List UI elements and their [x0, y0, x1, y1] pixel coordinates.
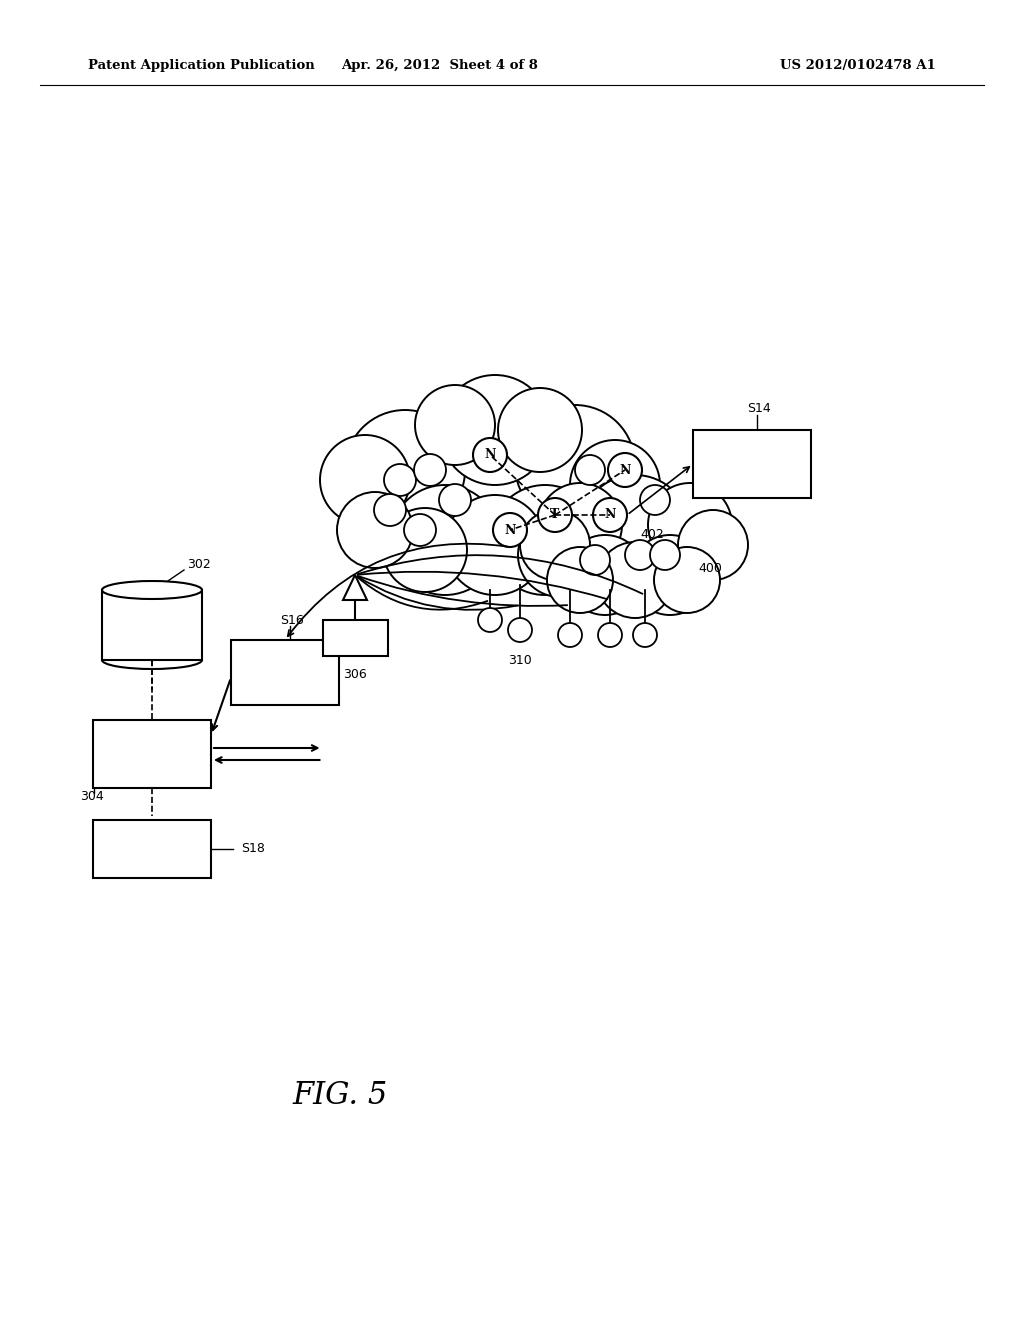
- Circle shape: [597, 543, 673, 618]
- Text: UPDATE
COOPERATION
ANSWER: UPDATE COOPERATION ANSWER: [713, 447, 792, 480]
- Circle shape: [650, 540, 680, 570]
- Bar: [93, 719, 211, 788]
- Circle shape: [593, 498, 627, 532]
- Circle shape: [678, 510, 748, 579]
- Circle shape: [345, 411, 465, 531]
- Circle shape: [478, 609, 502, 632]
- Circle shape: [640, 484, 670, 515]
- Bar: [93, 820, 211, 878]
- Bar: [102, 590, 202, 660]
- Circle shape: [440, 375, 550, 484]
- Text: Patent Application Publication: Patent Application Publication: [88, 58, 314, 71]
- Text: COLLECTIVE
UPDATE
ANSWER: COLLECTIVE UPDATE ANSWER: [252, 656, 318, 689]
- Circle shape: [572, 492, 648, 568]
- Text: S14: S14: [746, 401, 771, 414]
- Text: US 2012/0102478 A1: US 2012/0102478 A1: [780, 58, 936, 71]
- Text: 306: 306: [343, 668, 367, 681]
- Text: N: N: [620, 463, 631, 477]
- Text: CODE
IMAGE DB: CODE IMAGE DB: [123, 611, 181, 639]
- Ellipse shape: [102, 581, 202, 599]
- Circle shape: [547, 546, 613, 612]
- Circle shape: [515, 405, 635, 525]
- Text: N: N: [604, 508, 615, 521]
- Circle shape: [374, 494, 406, 525]
- Bar: [693, 430, 811, 498]
- Circle shape: [630, 535, 710, 615]
- Text: 400: 400: [698, 561, 722, 574]
- Text: N: N: [504, 524, 516, 536]
- Text: 304: 304: [80, 789, 103, 803]
- Circle shape: [337, 492, 413, 568]
- Circle shape: [498, 388, 582, 473]
- Circle shape: [538, 483, 622, 568]
- Circle shape: [654, 546, 720, 612]
- Text: 302: 302: [187, 558, 211, 572]
- Text: Apr. 26, 2012  Sheet 4 of 8: Apr. 26, 2012 Sheet 4 of 8: [342, 58, 539, 71]
- Circle shape: [390, 484, 500, 595]
- Text: N: N: [484, 449, 496, 462]
- Circle shape: [473, 438, 507, 473]
- Circle shape: [415, 385, 495, 465]
- Circle shape: [608, 453, 642, 487]
- Text: 402: 402: [640, 528, 664, 541]
- Circle shape: [633, 623, 657, 647]
- Text: S18: S18: [241, 842, 265, 855]
- Circle shape: [439, 484, 471, 516]
- Circle shape: [518, 513, 602, 597]
- Circle shape: [508, 618, 532, 642]
- Text: B.S: B.S: [344, 631, 367, 645]
- Circle shape: [520, 510, 590, 579]
- Circle shape: [384, 465, 416, 496]
- Circle shape: [575, 455, 605, 484]
- Text: T: T: [550, 508, 560, 521]
- Text: GENERATE
UPDATE
SCRIPT: GENERATE UPDATE SCRIPT: [123, 833, 181, 866]
- Circle shape: [383, 508, 467, 591]
- Circle shape: [570, 440, 660, 531]
- Circle shape: [648, 483, 732, 568]
- Text: UPDATE
SCRIPT
GENERATOR: UPDATE SCRIPT GENERATOR: [118, 738, 186, 771]
- Circle shape: [415, 411, 575, 570]
- Circle shape: [404, 513, 436, 546]
- Circle shape: [490, 484, 600, 595]
- Bar: [323, 620, 387, 656]
- Circle shape: [319, 436, 410, 525]
- Circle shape: [565, 535, 645, 615]
- Text: S16: S16: [280, 614, 304, 627]
- Circle shape: [558, 623, 582, 647]
- Circle shape: [538, 498, 572, 532]
- Circle shape: [580, 475, 690, 585]
- Text: FIG. 5: FIG. 5: [293, 1080, 388, 1110]
- Circle shape: [580, 545, 610, 576]
- Text: 310: 310: [508, 653, 531, 667]
- Circle shape: [445, 495, 545, 595]
- Circle shape: [598, 623, 622, 647]
- Bar: [231, 640, 339, 705]
- Circle shape: [493, 513, 527, 546]
- Circle shape: [625, 540, 655, 570]
- Circle shape: [414, 454, 446, 486]
